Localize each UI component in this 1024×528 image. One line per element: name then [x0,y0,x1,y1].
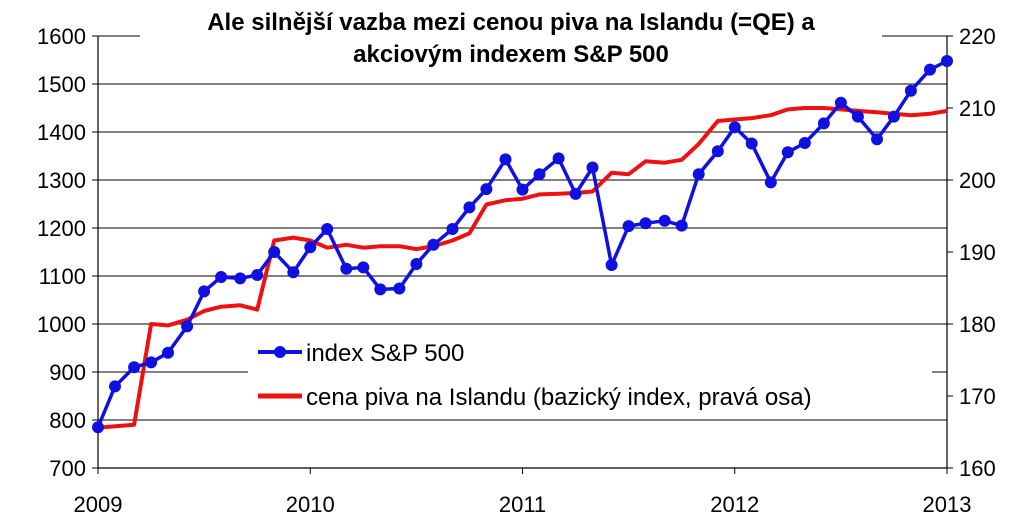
left-tick-label: 800 [49,408,86,433]
sp500-point [764,176,777,189]
sp500-point [463,201,476,214]
sp500-point [357,261,370,274]
sp500-point [234,272,247,285]
title-line-1: Ale silnější vazba mezi cenou piva na Is… [207,9,815,36]
left-tick-label: 1500 [37,72,86,97]
sp500-point [781,146,794,159]
sp500-point [817,117,830,130]
left-tick-label: 1100 [39,264,86,289]
right-tick-label: 190 [959,240,996,265]
sp500-point [181,320,194,333]
right-tick-label: 220 [959,24,996,49]
sp500-point [215,271,228,283]
x-tick-label: 2012 [710,492,759,517]
sp500-point [321,223,334,235]
sp500-point [128,361,141,374]
sp500-point [446,223,459,235]
title-line-2: akciovým indexem S&P 500 [353,41,669,68]
sp500-point [639,217,652,230]
sp500-point [605,259,618,271]
x-axis-ticks: 2009 2010 2011 2012 2013 [74,468,972,517]
sp500-point [251,269,264,281]
sp500-point [711,145,724,158]
sp500-point [692,168,705,181]
sp500-point [304,241,317,254]
left-tick-label: 1200 [37,216,86,241]
right-tick-label: 170 [959,384,996,409]
legend-label-sp500: index S&P 500 [306,340,464,367]
sp500-point [92,421,104,434]
left-tick-label: 900 [49,360,86,385]
sp500-point [109,380,121,393]
sp500-point [569,187,582,200]
left-tick-label: 1300 [37,168,86,193]
left-tick-label: 700 [49,456,86,481]
sp500-point [871,133,883,146]
sp500-point [904,84,917,97]
left-tick-label: 1000 [37,312,86,337]
sp500-point [728,121,741,134]
legend-label-beer: cena piva na Islandu (bazický index, pra… [306,384,812,411]
plot-area [92,55,953,434]
left-axis-ticks: 700 800 900 1000 1100 1200 1300 1400 1500 1600 [37,24,98,481]
sp500-point [499,153,512,166]
sp500-point [586,161,599,174]
right-tick-label: 160 [959,456,996,481]
sp500-point [533,168,546,181]
right-axis-ticks: 160 170 180 190 200 210 220 [947,24,996,481]
sp500-point [162,346,174,359]
sp500-point [745,137,758,150]
sp500-point [287,266,300,279]
right-tick-label: 200 [959,168,996,193]
legend-marker-sp500 [274,346,286,358]
sp500-point [658,214,671,227]
x-tick-label: 2009 [74,492,123,517]
sp500-point [924,63,936,76]
legend: index S&P 500 cena piva na Islandu (bazi… [248,336,932,416]
chart-title: Ale silnější vazba mezi cenou piva na Is… [140,4,882,70]
sp500-point [374,283,387,296]
sp500-point [622,220,635,233]
sp500-point [268,246,281,258]
right-tick-label: 210 [959,96,996,121]
sp500-point [198,285,211,298]
sp500-point [675,219,688,232]
sp500-point [798,137,811,149]
x-tick-label: 2013 [923,492,972,517]
sp500-point [393,282,406,295]
sp500-point [516,183,529,196]
sp500-point [145,356,158,369]
sp500-point [552,152,565,165]
sp500-point [851,110,864,123]
sp500-point [410,258,423,270]
x-tick-label: 2011 [499,492,546,517]
sp500-point [941,55,953,67]
sp500-point [427,238,440,251]
sp500-point [887,110,900,123]
beer-price-line [97,106,948,430]
sp500-point [480,183,493,196]
x-tick-label: 2010 [286,492,335,517]
left-tick-label: 1600 [37,24,86,49]
sp500-point [834,96,847,109]
sp500-point [340,262,353,275]
left-tick-label: 1400 [37,120,86,145]
right-tick-label: 180 [959,312,996,337]
